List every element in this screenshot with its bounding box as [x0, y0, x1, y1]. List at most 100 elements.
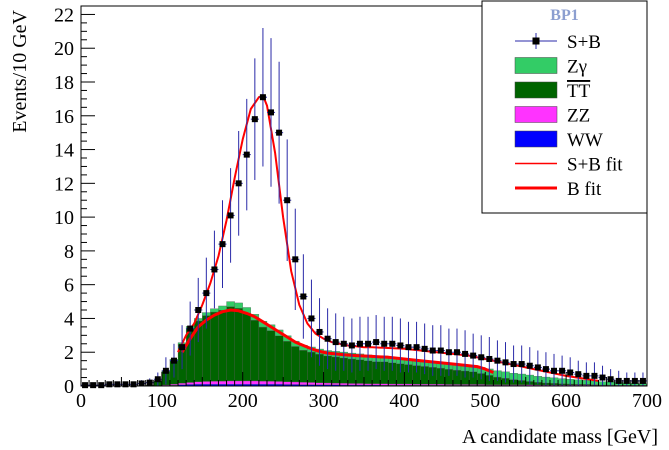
data-point — [268, 109, 275, 116]
x-tick-label: 700 — [632, 390, 662, 412]
hist-bar — [428, 383, 437, 386]
data-point — [583, 372, 590, 379]
y-tick-label: 18 — [54, 72, 74, 94]
data-point — [284, 197, 291, 204]
legend-label: S+B — [567, 32, 601, 53]
data-point — [526, 362, 533, 369]
data-point — [219, 241, 226, 248]
data-point — [98, 382, 105, 389]
hist-bar — [266, 381, 276, 385]
legend-swatch-fill — [514, 57, 558, 74]
data-point — [381, 340, 388, 347]
legend-swatch-fill — [514, 106, 558, 123]
data-point — [170, 357, 177, 364]
hist-bar — [226, 301, 235, 307]
hist-bar — [404, 383, 413, 386]
legend-box — [481, 0, 648, 214]
y-tick-label: 6 — [64, 275, 74, 297]
legend-label: TT — [567, 81, 591, 102]
data-point — [542, 366, 549, 373]
hist-bar — [339, 383, 348, 386]
data-point — [413, 344, 420, 351]
sb-points — [81, 27, 647, 389]
data-point — [243, 151, 250, 158]
hist-bar — [185, 382, 195, 385]
data-point — [405, 344, 412, 351]
legend-label: WW — [567, 130, 603, 151]
legend-entry: ZZ — [514, 106, 590, 127]
data-point — [195, 307, 202, 313]
hist-bar — [291, 346, 300, 383]
legend-label: Zγ — [567, 57, 587, 78]
data-point — [259, 94, 266, 101]
data-point — [373, 339, 380, 346]
legend-entry: S+B — [515, 32, 601, 53]
data-point — [429, 347, 436, 354]
legend-label: ZZ — [567, 106, 590, 127]
x-tick-label: 100 — [147, 390, 177, 412]
data-point — [389, 340, 396, 347]
hist-bar — [242, 313, 251, 382]
hist-bar — [291, 381, 300, 385]
data-point — [332, 339, 339, 346]
data-point — [494, 357, 501, 364]
hist-bar — [274, 335, 284, 382]
data-point — [114, 381, 121, 388]
hist-bar — [371, 383, 381, 386]
hist-bar — [226, 306, 235, 382]
x-axis-label: A candidate mass [GeV] — [462, 426, 658, 448]
hist-bar — [380, 383, 389, 386]
hist-bar — [202, 381, 211, 385]
hist-bar — [242, 380, 251, 385]
data-point — [146, 379, 153, 386]
y-tick-label: 4 — [64, 308, 74, 330]
y-tick-label: 0 — [64, 376, 74, 398]
data-point — [567, 369, 574, 376]
data-point — [591, 372, 598, 379]
y-tick-label: 20 — [54, 38, 74, 60]
data-point — [211, 266, 218, 273]
legend-title: BP1 — [550, 7, 578, 24]
hist-bar — [396, 383, 405, 386]
y-tick-label: 16 — [54, 106, 74, 128]
data-point — [559, 367, 566, 374]
data-point — [575, 371, 582, 378]
data-point — [179, 344, 186, 351]
hist-bar — [266, 330, 276, 382]
legend-entry: B fit — [515, 179, 602, 200]
data-point — [130, 381, 137, 388]
y-tick-label: 2 — [64, 342, 74, 364]
legend-swatch-marker — [532, 37, 540, 45]
legend-swatch-fill — [514, 81, 558, 99]
hist-bar — [226, 380, 235, 385]
data-point — [90, 382, 97, 389]
x-tick-label: 600 — [551, 390, 581, 412]
hist-bar — [420, 383, 429, 386]
hist-bar — [177, 382, 187, 385]
data-point — [356, 340, 363, 347]
data-point — [615, 377, 622, 384]
x-tick-label: 0 — [76, 390, 86, 412]
data-point — [154, 376, 161, 383]
hist-bar — [282, 341, 292, 382]
data-point — [631, 377, 638, 384]
hist-bar — [331, 382, 340, 385]
hist-bar — [388, 383, 397, 386]
data-point — [308, 315, 315, 322]
hist-bar — [412, 383, 421, 386]
hist-bar — [282, 381, 292, 385]
data-point — [227, 212, 234, 219]
axes: 0 100 200 300 400 500 600 700 0 2 4 6 8 10 12 14 16 18 20 2… — [54, 4, 662, 412]
data-point — [122, 381, 129, 388]
data-point — [486, 355, 493, 362]
legend: BP1 S+B Zγ TT ZZ WW S+B fit B fit — [481, 0, 648, 214]
data-point — [510, 361, 517, 368]
hist-bar — [218, 310, 227, 382]
data-point — [607, 376, 614, 383]
data-point — [324, 335, 331, 342]
legend-entry: S+B fit — [515, 155, 623, 176]
hist-bar — [210, 311, 219, 382]
data-point — [203, 290, 210, 297]
data-point — [162, 367, 169, 374]
